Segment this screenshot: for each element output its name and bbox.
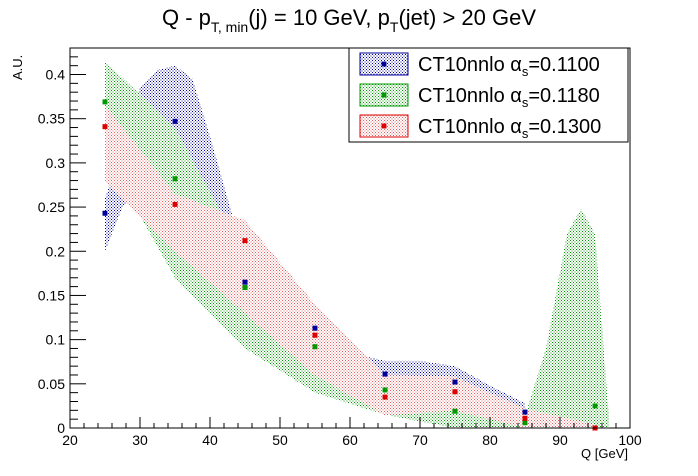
legend-label-0: CT10nnlo αs=0.1100: [418, 54, 600, 79]
marker-series-2-point-4: [382, 394, 388, 400]
x-tick-label: 20: [62, 432, 78, 448]
chart-title: Q - pT, min(j) = 10 GeV, pT(jet) > 20 Ge…: [162, 5, 536, 35]
band-series-0: [105, 65, 525, 425]
legend: CT10nnlo αs=0.1100 CT10nnlo αs=0.1180 CT10…: [348, 47, 629, 143]
y-tick-label: 0.15: [38, 287, 65, 303]
marker-series-0-point-0: [102, 210, 108, 216]
title-suffix: (jet) > 20 GeV: [398, 5, 536, 30]
marker-series-2-point-1: [172, 201, 178, 207]
marker-series-1-point-5: [452, 408, 458, 414]
y-axis-label: A.U.: [10, 55, 25, 80]
y-tick-label: 0.35: [38, 111, 65, 127]
title-sub1: T, min: [211, 19, 248, 35]
y-tick-label: 0: [57, 420, 65, 436]
uncertainty-bands: [105, 61, 609, 428]
band-series-2: [105, 105, 595, 428]
marker-series-1-point-1: [172, 176, 178, 182]
y-axis: 0 0.05 0.1 0.15 0.2 0.25 0.3 0.35 0.4: [38, 47, 86, 436]
x-tick-label: 70: [412, 432, 428, 448]
marker-series-1-point-6: [522, 420, 528, 426]
x-tick-label: 80: [482, 432, 498, 448]
marker-series-2-point-5: [452, 389, 458, 395]
legend-marker-1: [381, 92, 387, 98]
marker-series-2-point-2: [242, 238, 248, 244]
marker-series-0-point-6: [522, 409, 528, 415]
x-tick-label: 60: [342, 432, 358, 448]
legend-label-1: CT10nnlo αs=0.1180: [418, 85, 600, 110]
legend-marker-2: [381, 123, 387, 129]
x-axis-label: Q [GeV]: [581, 446, 628, 461]
x-tick-label: 100: [618, 432, 642, 448]
marker-series-2-point-6: [522, 415, 528, 421]
y-tick-label: 0.4: [46, 67, 66, 83]
title-prefix: Q - p: [162, 5, 211, 30]
marker-series-1-point-2: [242, 284, 248, 290]
data-markers: [102, 99, 598, 431]
marker-series-2-point-0: [102, 124, 108, 130]
legend-marker-0: [381, 61, 387, 67]
x-axis: 20 30 40 50 60 70 80 90 100: [62, 417, 642, 448]
y-tick-label: 0.05: [38, 376, 65, 392]
marker-series-1-point-0: [102, 99, 108, 105]
y-tick-label: 0.2: [46, 243, 66, 259]
marker-series-0-point-2: [242, 279, 248, 285]
legend-label-2: CT10nnlo αs=0.1300: [418, 116, 601, 141]
y-tick-label: 0.25: [38, 199, 65, 215]
marker-series-1-point-3: [312, 344, 318, 350]
marker-series-2-point-3: [312, 332, 318, 338]
marker-series-1-point-7: [592, 403, 598, 409]
marker-series-0-point-4: [382, 371, 388, 377]
x-tick-label: 50: [272, 432, 288, 448]
marker-series-1-point-4: [382, 387, 388, 393]
marker-series-0-point-5: [452, 379, 458, 385]
title-sub2: T: [390, 19, 399, 35]
y-tick-label: 0.1: [46, 332, 66, 348]
x-tick-label: 90: [552, 432, 568, 448]
title-mid: (j) = 10 GeV, p: [248, 5, 390, 30]
x-tick-label: 40: [202, 432, 218, 448]
marker-series-0-point-3: [312, 325, 318, 331]
y-tick-label: 0.3: [46, 155, 66, 171]
marker-series-0-point-1: [172, 118, 178, 124]
x-tick-label: 30: [132, 432, 148, 448]
